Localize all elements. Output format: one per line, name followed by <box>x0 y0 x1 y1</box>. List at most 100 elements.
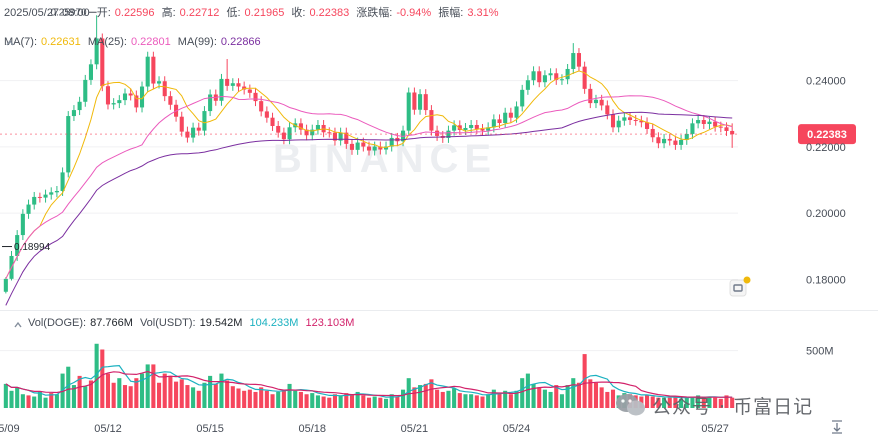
volume-bar <box>88 380 93 408</box>
open-value: 0.22596 <box>114 7 155 19</box>
volume-bar <box>372 396 377 408</box>
candle-body <box>571 53 576 69</box>
volume-bar <box>20 394 25 408</box>
volume-bar <box>491 389 496 408</box>
collapse-volume-icon[interactable] <box>12 318 24 330</box>
candle-body <box>633 120 638 122</box>
candle-body <box>111 103 116 105</box>
candle-body <box>37 196 42 198</box>
volume-bar <box>463 394 468 408</box>
candle-body <box>730 130 735 135</box>
social-watermark: 公众号 · 币富日记 <box>614 388 813 422</box>
volume-bar <box>474 395 479 408</box>
volume-bar <box>412 387 417 408</box>
x-tick-label: 05/18 <box>298 423 326 435</box>
candle-body <box>43 194 48 198</box>
candle-body <box>480 128 485 131</box>
close-label: 收: <box>291 7 306 19</box>
volume-bar <box>383 398 389 408</box>
candle-body <box>151 56 156 84</box>
volume-bar <box>503 390 508 408</box>
candle-body <box>662 138 667 144</box>
volume-ma1-line <box>5 364 733 399</box>
ma25-label: MA(25): <box>87 36 127 48</box>
candle-body <box>49 192 54 195</box>
volume-bar <box>49 393 54 408</box>
social-watermark-text: 公众号 · 币富日记 <box>652 395 814 418</box>
scale-settings-icon[interactable] <box>829 419 845 435</box>
volume-bar <box>565 385 570 408</box>
candle-body <box>514 106 519 118</box>
candle-body <box>610 114 616 128</box>
candle-body <box>332 132 337 141</box>
volume-bar <box>730 397 735 408</box>
candle-body <box>463 127 468 130</box>
volume-tick-label: 500M <box>806 346 834 358</box>
volume-bar <box>361 395 366 408</box>
volume-bar <box>264 390 269 408</box>
candle-body <box>139 86 145 108</box>
volume-bar <box>3 383 8 408</box>
change-value: -0.94% <box>396 7 432 19</box>
candle-body <box>639 120 644 123</box>
x-tick-label: 05/27 <box>701 423 729 435</box>
volume-bar <box>37 391 42 408</box>
candle-body <box>122 93 128 101</box>
volume-bar <box>718 398 723 408</box>
volume-bar <box>83 386 88 408</box>
candle-body <box>650 128 655 138</box>
current-price-tag <box>798 124 856 145</box>
volume-bar <box>242 390 247 408</box>
candle-body <box>26 204 31 214</box>
candle-body <box>349 143 355 150</box>
candle-body <box>684 133 689 140</box>
volume-bar <box>71 385 76 408</box>
candle-body <box>270 117 275 126</box>
collapse-ma-icon[interactable] <box>4 36 16 48</box>
volume-ma2-line <box>5 370 733 398</box>
x-tick-label: 05/24 <box>503 423 531 435</box>
candle-body <box>157 81 162 84</box>
volume-bar <box>270 394 275 408</box>
candle-body <box>389 137 394 147</box>
volume-bar <box>219 373 224 408</box>
ma25-line <box>5 95 733 280</box>
candle-body <box>202 111 207 131</box>
candle-body <box>469 124 474 128</box>
volume-bar <box>117 378 122 408</box>
volume-bar <box>43 397 48 408</box>
candle-body <box>503 112 508 124</box>
candle-body <box>83 79 88 102</box>
candle-body <box>457 125 462 130</box>
binance-watermark: BINANCE <box>273 137 497 181</box>
candle-body <box>378 146 383 150</box>
volume-bar <box>457 393 462 408</box>
volume-bar <box>185 385 190 408</box>
amplitude-value: 3.31% <box>467 7 499 19</box>
candle-body <box>554 73 559 80</box>
candle-body <box>366 146 372 151</box>
candle-body <box>247 89 252 93</box>
high-label: 高: <box>161 7 176 19</box>
candle-body <box>145 56 150 87</box>
volume-bar <box>576 382 581 408</box>
volume-bar <box>582 354 587 408</box>
close-value: 0.22383 <box>309 7 350 19</box>
candle-body <box>219 78 224 101</box>
candle-body <box>696 120 701 124</box>
volume-bar <box>486 394 491 408</box>
volume-bar <box>9 390 14 408</box>
amplitude-label: 振幅: <box>438 7 464 19</box>
datetime-label: 2025/05/27 08:00 <box>4 7 90 19</box>
candle-body <box>117 100 122 104</box>
candle-body <box>276 125 281 133</box>
candle-body <box>168 96 173 105</box>
volume-bar <box>673 396 678 408</box>
volume-bar <box>15 387 20 408</box>
candle-body <box>304 129 309 136</box>
volume-bar <box>151 364 156 408</box>
volume-bar <box>26 395 31 408</box>
chart-tools-icon[interactable] <box>729 276 751 298</box>
volume-bar <box>236 388 241 408</box>
